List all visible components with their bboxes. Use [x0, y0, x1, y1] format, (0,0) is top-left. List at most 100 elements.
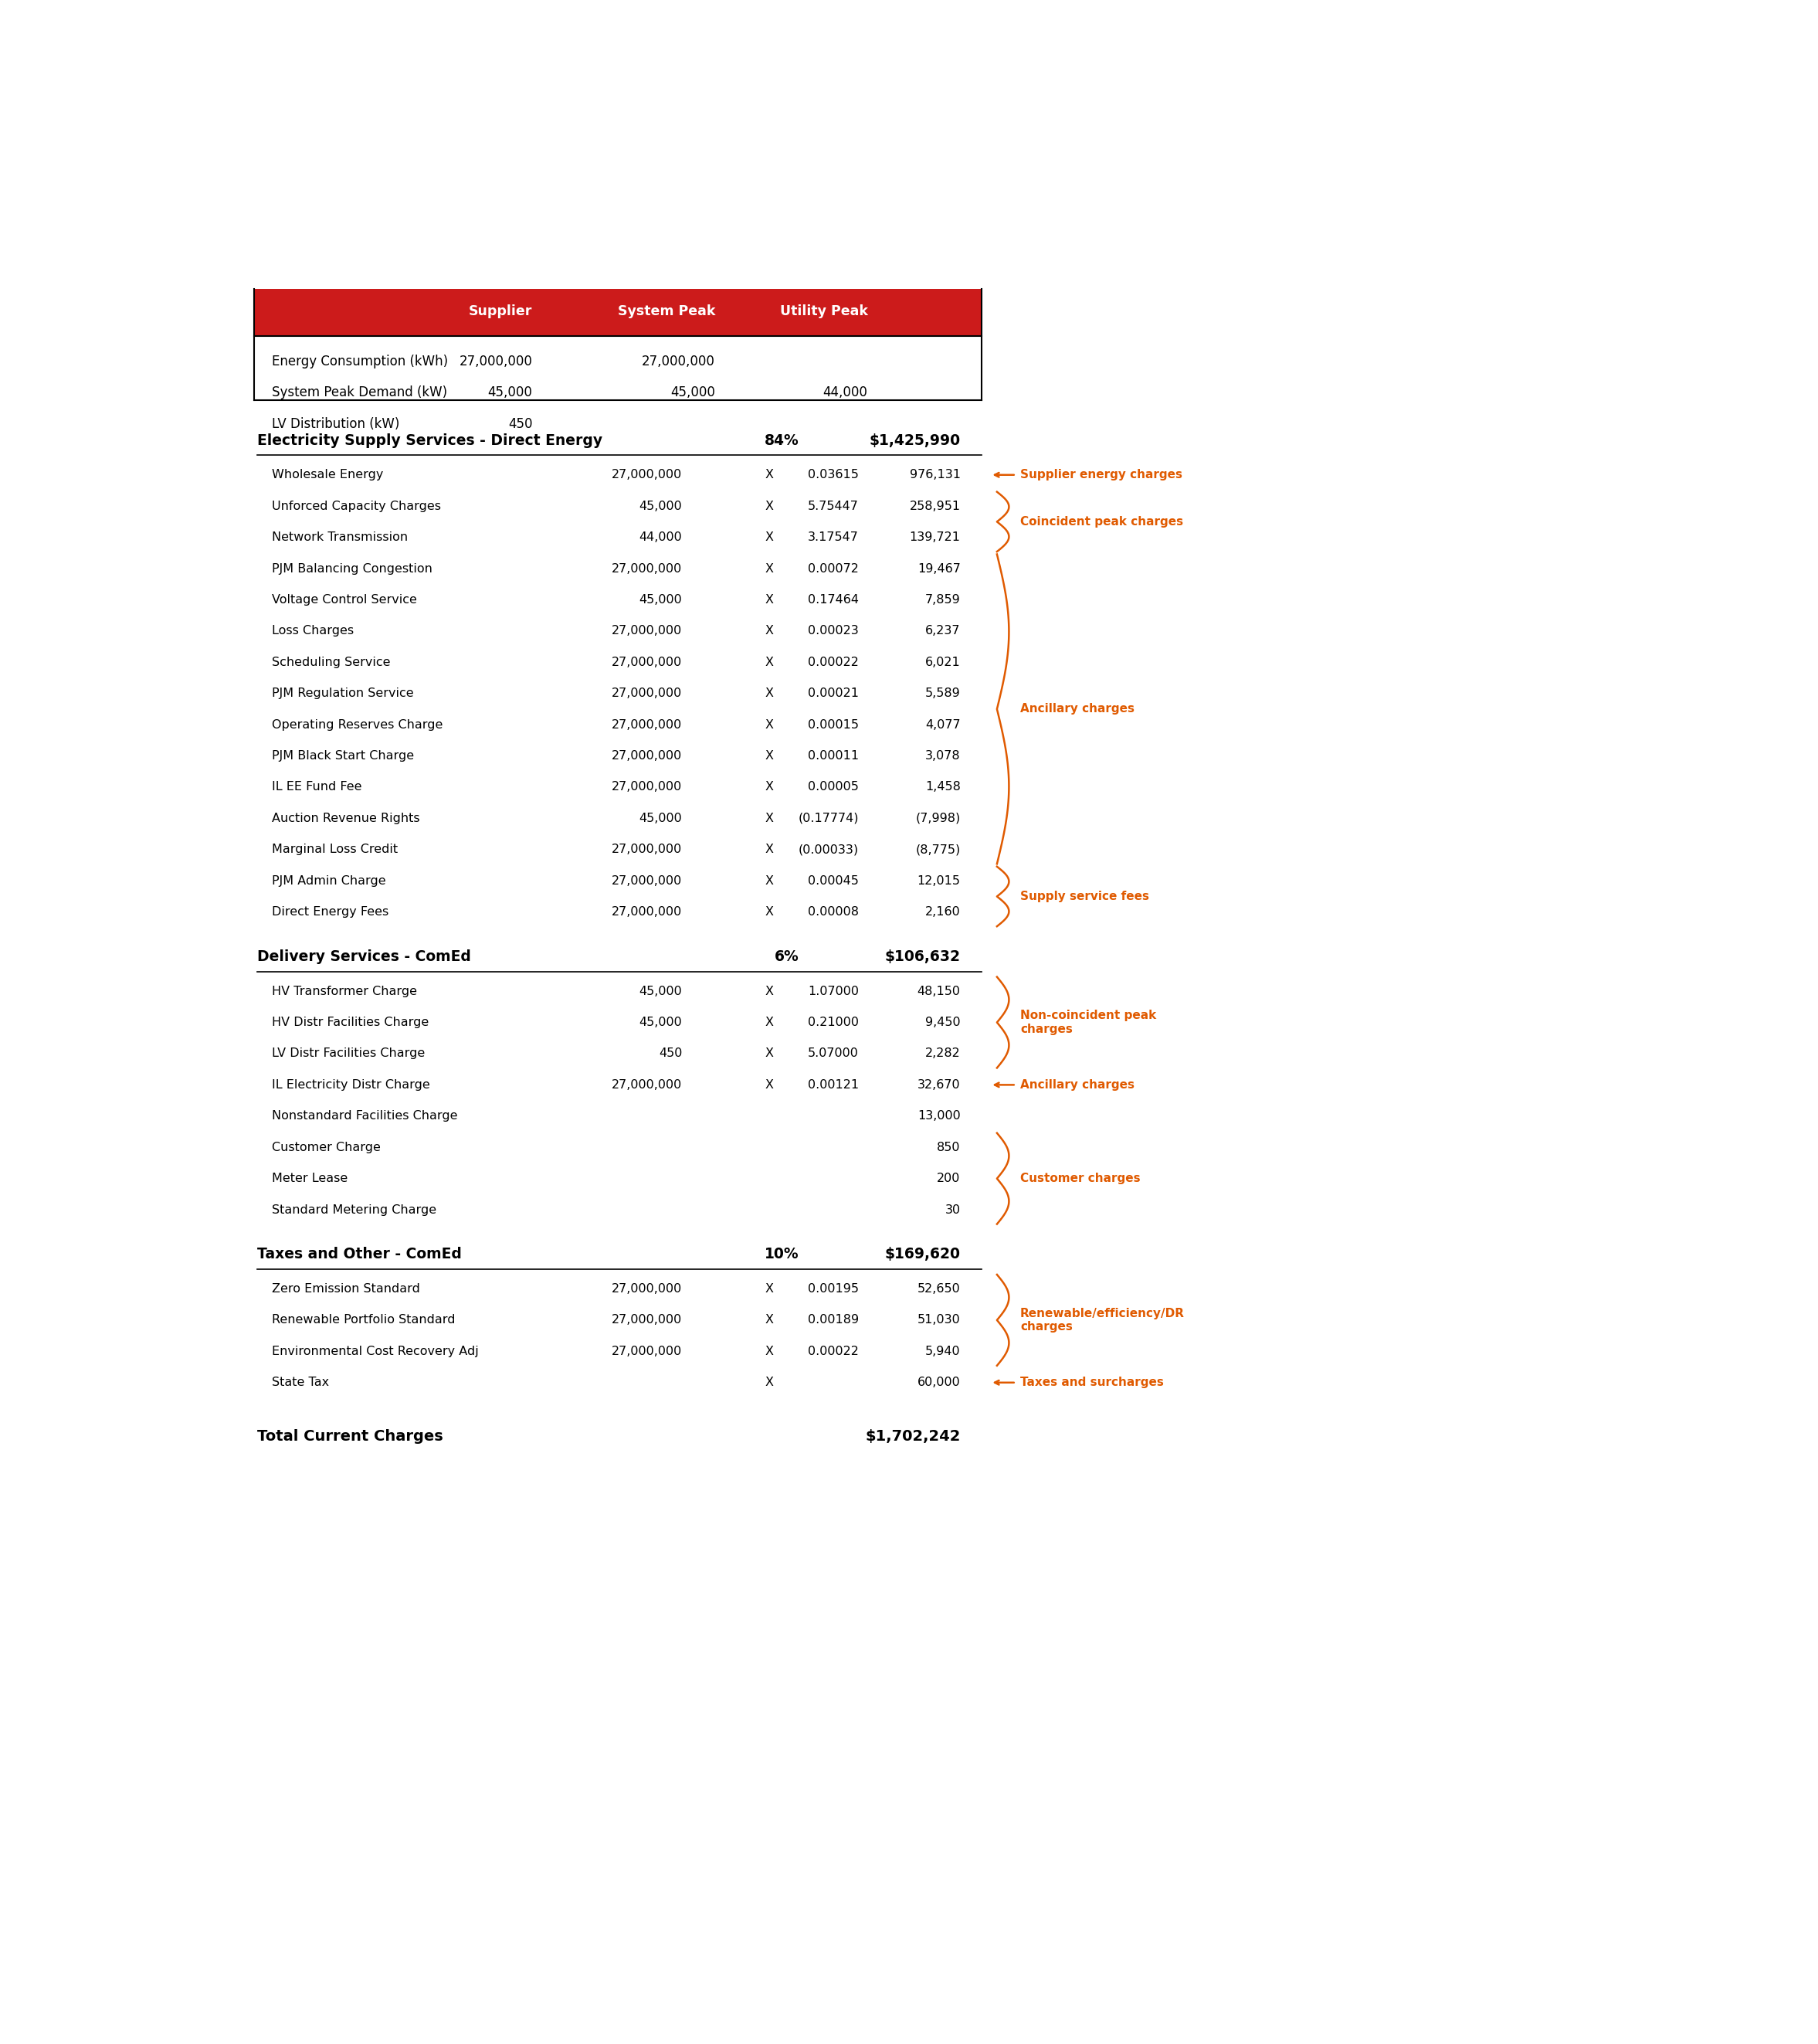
Text: 1.07000: 1.07000	[807, 985, 858, 997]
Text: $169,620: $169,620	[885, 1247, 960, 1261]
Text: Supply service fees: Supply service fees	[1020, 891, 1149, 901]
Text: X: X	[765, 750, 773, 762]
Text: 5.75447: 5.75447	[807, 501, 858, 511]
Text: Delivery Services - ComEd: Delivery Services - ComEd	[256, 948, 471, 965]
Text: X: X	[765, 1314, 773, 1327]
Text: 27,000,000: 27,000,000	[611, 468, 682, 480]
Text: Standard Metering Charge: Standard Metering Charge	[273, 1204, 436, 1216]
Text: 0.00195: 0.00195	[807, 1284, 858, 1294]
FancyBboxPatch shape	[255, 288, 982, 335]
Text: Loss Charges: Loss Charges	[273, 625, 355, 638]
Text: 52,650: 52,650	[918, 1284, 960, 1294]
Text: X: X	[765, 625, 773, 638]
Text: 258,951: 258,951	[909, 501, 960, 511]
Text: (0.00033): (0.00033)	[798, 844, 858, 854]
Text: 0.00005: 0.00005	[807, 781, 858, 793]
Text: X: X	[765, 905, 773, 918]
Text: 0.00045: 0.00045	[807, 875, 858, 887]
Text: 450: 450	[509, 417, 533, 431]
Text: 27,000,000: 27,000,000	[611, 687, 682, 699]
Text: 27,000,000: 27,000,000	[611, 781, 682, 793]
Text: X: X	[765, 719, 773, 730]
Text: Coincident peak charges: Coincident peak charges	[1020, 515, 1184, 527]
Text: 9,450: 9,450	[925, 1016, 960, 1028]
Text: 850: 850	[936, 1141, 960, 1153]
Text: Environmental Cost Recovery Adj: Environmental Cost Recovery Adj	[273, 1345, 478, 1357]
Text: 27,000,000: 27,000,000	[611, 875, 682, 887]
Text: 4,077: 4,077	[925, 719, 960, 730]
Text: PJM Admin Charge: PJM Admin Charge	[273, 875, 385, 887]
Text: X: X	[765, 985, 773, 997]
Text: Taxes and surcharges: Taxes and surcharges	[1020, 1378, 1164, 1388]
Text: PJM Balancing Congestion: PJM Balancing Congestion	[273, 562, 433, 574]
Text: 6,237: 6,237	[925, 625, 960, 638]
Text: PJM Regulation Service: PJM Regulation Service	[273, 687, 415, 699]
Text: X: X	[765, 844, 773, 854]
Text: Customer Charge: Customer Charge	[273, 1141, 382, 1153]
Text: HV Transformer Charge: HV Transformer Charge	[273, 985, 418, 997]
Text: 3.17547: 3.17547	[807, 531, 858, 544]
Text: 60,000: 60,000	[918, 1378, 960, 1388]
Text: 27,000,000: 27,000,000	[611, 750, 682, 762]
Text: $106,632: $106,632	[885, 948, 960, 965]
Text: X: X	[765, 501, 773, 511]
Text: 0.00011: 0.00011	[807, 750, 858, 762]
Text: Wholesale Energy: Wholesale Energy	[273, 468, 384, 480]
Text: X: X	[765, 814, 773, 824]
Text: LV Distribution (kW): LV Distribution (kW)	[273, 417, 400, 431]
Text: X: X	[765, 1049, 773, 1059]
Text: 27,000,000: 27,000,000	[611, 1345, 682, 1357]
Text: 2,160: 2,160	[925, 905, 960, 918]
Text: X: X	[765, 781, 773, 793]
Text: 27,000,000: 27,000,000	[611, 905, 682, 918]
Text: 44,000: 44,000	[824, 386, 867, 401]
Text: PJM Black Start Charge: PJM Black Start Charge	[273, 750, 415, 762]
Text: X: X	[765, 468, 773, 480]
Text: 19,467: 19,467	[918, 562, 960, 574]
Text: 0.00189: 0.00189	[807, 1314, 858, 1327]
Text: X: X	[765, 595, 773, 605]
Text: Electricity Supply Services - Direct Energy: Electricity Supply Services - Direct Ene…	[256, 433, 602, 448]
Text: Nonstandard Facilities Charge: Nonstandard Facilities Charge	[273, 1110, 458, 1122]
Text: Ancillary charges: Ancillary charges	[1020, 1079, 1134, 1091]
Text: 0.00121: 0.00121	[807, 1079, 858, 1091]
Text: X: X	[765, 1284, 773, 1294]
Text: Direct Energy Fees: Direct Energy Fees	[273, 905, 389, 918]
Text: State Tax: State Tax	[273, 1378, 329, 1388]
Text: 0.00021: 0.00021	[807, 687, 858, 699]
Text: 45,000: 45,000	[671, 386, 714, 401]
Text: 45,000: 45,000	[640, 1016, 682, 1028]
Text: 27,000,000: 27,000,000	[611, 719, 682, 730]
Text: X: X	[765, 1079, 773, 1091]
Text: 27,000,000: 27,000,000	[611, 1314, 682, 1327]
Text: Energy Consumption (kWh): Energy Consumption (kWh)	[273, 356, 449, 368]
Text: 48,150: 48,150	[918, 985, 960, 997]
Text: 27,000,000: 27,000,000	[611, 656, 682, 668]
Text: X: X	[765, 875, 773, 887]
Text: 44,000: 44,000	[640, 531, 682, 544]
Text: Ancillary charges: Ancillary charges	[1020, 703, 1134, 715]
Text: 45,000: 45,000	[640, 814, 682, 824]
Text: (7,998): (7,998)	[916, 814, 960, 824]
Text: IL Electricity Distr Charge: IL Electricity Distr Charge	[273, 1079, 431, 1091]
Text: 7,859: 7,859	[925, 595, 960, 605]
Text: 13,000: 13,000	[918, 1110, 960, 1122]
Text: Network Transmission: Network Transmission	[273, 531, 409, 544]
Text: Utility Peak: Utility Peak	[780, 305, 867, 319]
Text: 27,000,000: 27,000,000	[611, 562, 682, 574]
Text: X: X	[765, 1345, 773, 1357]
Text: 200: 200	[936, 1173, 960, 1183]
Text: 27,000,000: 27,000,000	[611, 1284, 682, 1294]
Text: 0.00072: 0.00072	[807, 562, 858, 574]
Text: Taxes and Other - ComEd: Taxes and Other - ComEd	[256, 1247, 462, 1261]
Text: X: X	[765, 656, 773, 668]
Text: 2,282: 2,282	[925, 1049, 960, 1059]
Text: Auction Revenue Rights: Auction Revenue Rights	[273, 814, 420, 824]
Text: System Peak: System Peak	[618, 305, 714, 319]
Text: 139,721: 139,721	[909, 531, 960, 544]
Text: 12,015: 12,015	[918, 875, 960, 887]
Text: 5,589: 5,589	[925, 687, 960, 699]
Text: Unforced Capacity Charges: Unforced Capacity Charges	[273, 501, 442, 511]
Text: 27,000,000: 27,000,000	[611, 844, 682, 854]
Text: 45,000: 45,000	[487, 386, 533, 401]
